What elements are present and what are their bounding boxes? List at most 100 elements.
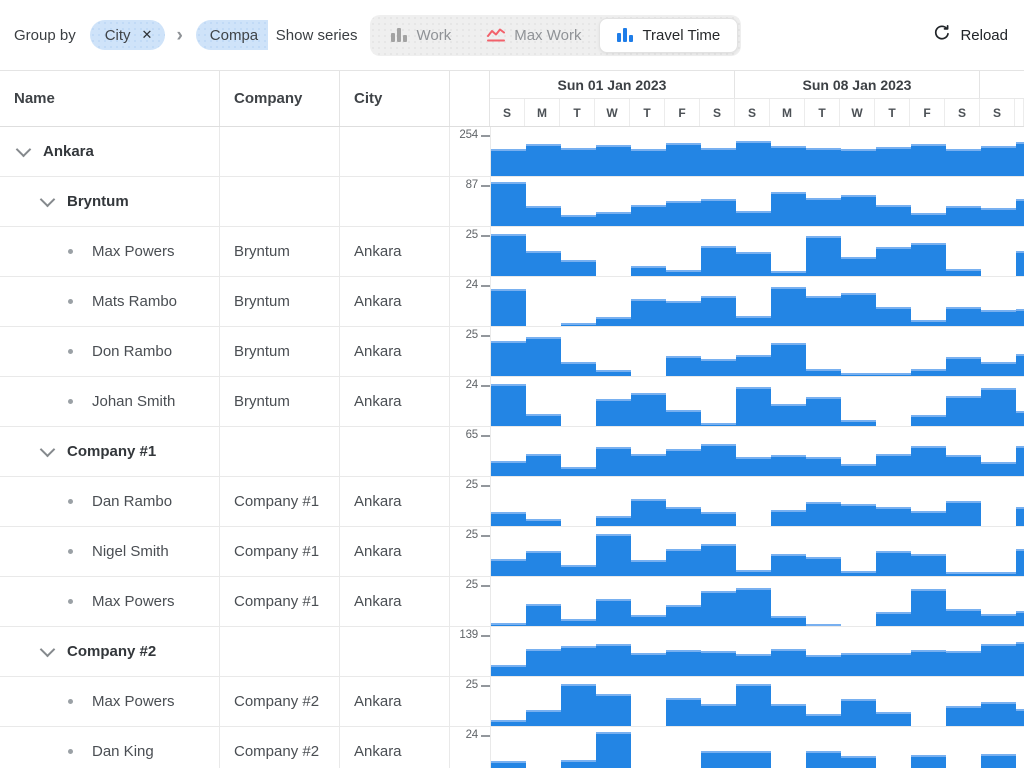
- grid-header: Name Company City Sun 01 Jan 2023 Sun 08 …: [0, 71, 1024, 127]
- histogram-bar: [631, 149, 666, 176]
- histogram-bar: [561, 323, 596, 326]
- cell-company: Bryntum: [220, 227, 340, 276]
- histogram-bar: [946, 307, 981, 326]
- histogram-bar: [491, 289, 526, 326]
- histogram-bar: [911, 320, 946, 326]
- histogram-bar: [946, 357, 981, 376]
- histogram-bar: [736, 751, 771, 768]
- grid-row-bryntum[interactable]: Bryntum 87: [0, 177, 1024, 227]
- group-by-chip-city[interactable]: City ✕: [89, 20, 166, 50]
- show-series-label: Show series: [275, 26, 358, 44]
- scale-max-label: 25: [465, 679, 479, 691]
- scale-max-label: 65: [465, 429, 479, 441]
- group-by-chip-compa[interactable]: Compa: [195, 20, 268, 50]
- day-header-cell-clipped: [1015, 99, 1024, 126]
- grid-row-company-2[interactable]: Company #2 139: [0, 627, 1024, 677]
- histogram-bar: [491, 623, 526, 626]
- cell-company: Company #2: [220, 727, 340, 768]
- scale-max-label: 25: [465, 479, 479, 491]
- histogram-cell: [491, 477, 1024, 526]
- day-header-cell: S: [700, 99, 735, 126]
- cell-city: Ankara: [340, 527, 450, 576]
- grid-row-max-powers[interactable]: Max Powers Company #1 Ankara 25: [0, 577, 1024, 627]
- histogram-bar: [526, 519, 561, 526]
- scale-max-label: 24: [465, 729, 479, 741]
- histogram-bar: [736, 141, 771, 176]
- histogram-bar: [806, 502, 841, 526]
- histogram-bar: [841, 571, 876, 576]
- histogram-bar: [526, 649, 561, 676]
- reload-button[interactable]: Reload: [933, 24, 1008, 46]
- scale-max-label: 139: [459, 629, 478, 641]
- grid-row-johan-smith[interactable]: Johan Smith Bryntum Ankara 24: [0, 377, 1024, 427]
- cell-company: Company #1: [220, 477, 340, 526]
- column-header-name[interactable]: Name: [0, 71, 220, 126]
- scale-max-label: 25: [465, 529, 479, 541]
- histogram-bar: [771, 192, 806, 226]
- histogram-bar: [806, 751, 841, 768]
- histogram-bar: [701, 359, 736, 376]
- cell-company: Bryntum: [220, 377, 340, 426]
- series-button-label: Max Work: [514, 26, 582, 44]
- grid-row-ankara[interactable]: Ankara 254: [0, 127, 1024, 177]
- scale-tick: [481, 235, 490, 237]
- histogram-cell: [491, 677, 1024, 726]
- histogram-bar: [841, 699, 876, 726]
- grid-row-dan-king[interactable]: Dan King Company #2 Ankara 24: [0, 727, 1024, 768]
- chevron-down-icon[interactable]: [39, 441, 56, 457]
- cell-city: Ankara: [340, 327, 450, 376]
- cell-city: Ankara: [340, 577, 450, 626]
- grid-row-max-powers[interactable]: Max Powers Company #2 Ankara 25: [0, 677, 1024, 727]
- grid-row-mats-rambo[interactable]: Mats Rambo Bryntum Ankara 24: [0, 277, 1024, 327]
- histogram-bar: [561, 619, 596, 626]
- grid-row-dan-rambo[interactable]: Dan Rambo Company #1 Ankara 25: [0, 477, 1024, 527]
- scale-tick: [481, 185, 490, 187]
- line-chart-icon: [487, 28, 506, 42]
- series-button-travel-time[interactable]: Travel Time: [599, 17, 739, 53]
- grid-row-max-powers[interactable]: Max Powers Bryntum Ankara 25: [0, 227, 1024, 277]
- series-button-max-work[interactable]: Max Work: [469, 18, 599, 53]
- histogram-bar: [1016, 199, 1024, 226]
- histogram-bar: [526, 414, 561, 426]
- chip-remove-icon[interactable]: ✕: [141, 27, 153, 42]
- histogram-bar: [736, 684, 771, 726]
- cell-company: Company #1: [220, 577, 340, 626]
- scale-tick: [481, 635, 490, 637]
- grid-row-don-rambo[interactable]: Don Rambo Bryntum Ankara 25: [0, 327, 1024, 377]
- cell-city: Ankara: [340, 377, 450, 426]
- scale-tick: [481, 435, 490, 437]
- scale-max-label: 87: [465, 179, 479, 191]
- histogram-bar: [596, 694, 631, 726]
- histogram-bar: [561, 260, 596, 276]
- histogram-bar: [946, 206, 981, 226]
- day-header-cell: W: [840, 99, 875, 126]
- histogram-bar: [561, 565, 596, 576]
- cell-city: [340, 627, 450, 676]
- grid-body: Ankara 254 Bryntum 87 Max Powers Bryntum Ankar…: [0, 127, 1024, 768]
- histogram-bar: [701, 591, 736, 626]
- histogram-bar: [701, 704, 736, 726]
- column-header-city[interactable]: City: [340, 71, 450, 126]
- scale-cell: 25: [450, 577, 491, 626]
- chevron-down-icon[interactable]: [39, 641, 56, 657]
- histogram-bar: [736, 252, 771, 276]
- tree-cell-name: Max Powers: [0, 227, 220, 276]
- cell-company: [220, 627, 340, 676]
- column-header-company[interactable]: Company: [220, 71, 340, 126]
- column-header-scale: [450, 71, 490, 126]
- histogram-bar: [596, 399, 631, 426]
- chip-separator-icon: ›: [176, 24, 183, 46]
- histogram-bar: [771, 146, 806, 176]
- day-header-cell: M: [770, 99, 805, 126]
- histogram-bar: [491, 720, 526, 726]
- histogram-bar: [596, 732, 631, 768]
- chevron-down-icon[interactable]: [15, 141, 32, 157]
- series-button-work[interactable]: Work: [373, 18, 469, 53]
- grid-row-company-1[interactable]: Company #1 65: [0, 427, 1024, 477]
- chevron-down-icon[interactable]: [39, 191, 56, 207]
- tree-cell-name: Dan Rambo: [0, 477, 220, 526]
- histogram-bar: [911, 415, 946, 426]
- cell-city: [340, 427, 450, 476]
- grid-row-nigel-smith[interactable]: Nigel Smith Company #1 Ankara 25: [0, 527, 1024, 577]
